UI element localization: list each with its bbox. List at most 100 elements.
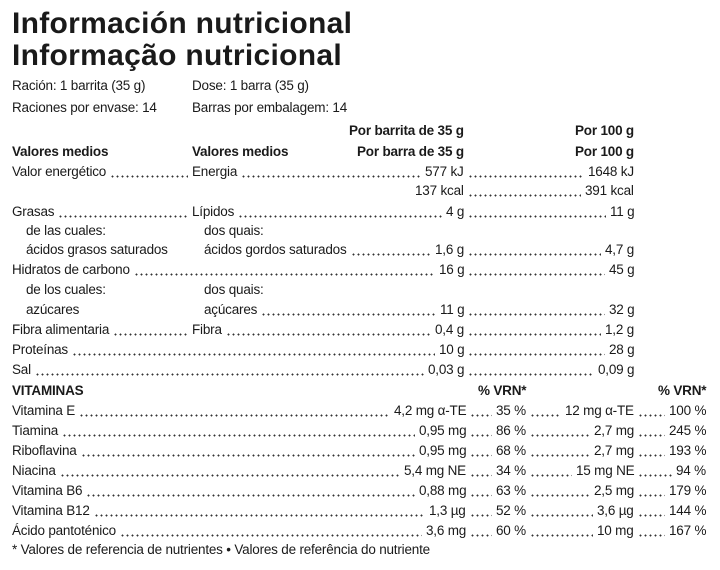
column-header: Valores medios (12, 144, 109, 159)
footnote: * Valores de referencia de nutrientes • … (12, 542, 430, 557)
vitamin-100g-pct: 179 % (669, 483, 707, 498)
value-100g: 1648 kJ (588, 164, 634, 179)
dot-leader (470, 514, 492, 517)
nutrient-pt: Energia (192, 164, 238, 179)
title: Información nutricional (12, 7, 353, 40)
dot-leader (530, 454, 590, 457)
vitamin-100g-pct: 167 % (669, 523, 707, 538)
dot-leader (530, 534, 593, 537)
dot-leader (58, 215, 188, 218)
vitamin-100g-pct: 94 % (676, 463, 706, 478)
value-100g: 391 kcal (585, 183, 634, 198)
value-portion: 1,6 g (435, 242, 465, 257)
dot-leader (638, 454, 665, 457)
nutrient-es: Valor energético (12, 164, 107, 179)
vitamin-portion: 0,95 mg (419, 443, 467, 458)
value-100g: 32 g (609, 302, 635, 317)
nutrient-es: Fibra alimentaria (12, 322, 110, 337)
nutrient-es: ácidos grasos saturados (26, 242, 168, 257)
nutrient-es: Sal (12, 362, 31, 377)
vitamin-portion: 0,88 mg (419, 483, 467, 498)
column-header: Por 100 g (575, 123, 634, 138)
value-portion: 0,4 g (435, 322, 465, 337)
title: Informação nutricional (12, 39, 342, 72)
nutrient-pt: Lípidos (192, 204, 235, 219)
column-header: Por barrita de 35 g (349, 123, 464, 138)
vitamin-portion: 5,4 mg NE (404, 463, 466, 478)
dot-leader (470, 534, 492, 537)
vitamin-100g: 2,5 mg (594, 483, 635, 498)
vitamin-portion: 1,3 µg (429, 503, 466, 518)
nutrient-es: Grasas (12, 204, 55, 219)
value-100g: 45 g (609, 262, 635, 277)
nutrient-pt: dos quais: (204, 282, 264, 297)
nutrient-pt: dos quais: (204, 223, 264, 238)
vitamin-name: Vitamina B6 (12, 483, 83, 498)
value-portion: 16 g (439, 262, 465, 277)
vitamin-100g-pct: 245 % (669, 423, 707, 438)
dot-leader (530, 514, 593, 517)
value-portion: 0,03 g (428, 362, 465, 377)
value-portion: 11 g (440, 302, 465, 317)
vitamin-name: Ácido pantoténico (12, 523, 116, 538)
serving: Barras por embalagem: 14 (192, 100, 348, 115)
serving: Ración: 1 barrita (35 g) (12, 78, 146, 93)
dot-leader (638, 434, 665, 437)
dot-leader (94, 514, 425, 517)
dot-leader (468, 175, 584, 178)
vitamin-portion-pct: 52 % (496, 503, 526, 518)
nutrient-pt: Fibra (192, 322, 222, 337)
dot-leader (60, 474, 400, 477)
dot-leader (113, 333, 188, 336)
vitamins-header: % VRN* (658, 383, 707, 398)
value-100g: 1,2 g (605, 322, 635, 337)
vitamin-portion-pct: 34 % (496, 463, 526, 478)
vitamin-100g: 12 mg α-TE (565, 403, 634, 418)
dot-leader (638, 534, 665, 537)
vitamin-100g: 3,6 µg (597, 503, 634, 518)
dot-leader (72, 353, 435, 356)
value-100g: 11 g (610, 204, 635, 219)
vitamins-header: % VRN* (478, 383, 527, 398)
value-100g: 0,09 g (598, 362, 635, 377)
dot-leader (468, 215, 606, 218)
vitamin-portion-pct: 63 % (496, 483, 526, 498)
column-header: Por barra de 35 g (357, 144, 464, 159)
dot-leader (86, 494, 415, 497)
dot-leader (81, 454, 415, 457)
serving: Raciones por envase: 14 (12, 100, 157, 115)
dot-leader (470, 474, 492, 477)
column-header: Por 100 g (575, 144, 634, 159)
dot-leader (470, 454, 492, 457)
vitamin-name: Vitamina B12 (12, 503, 90, 518)
vitamins-header: VITAMINAS (12, 383, 84, 398)
vitamin-100g-pct: 100 % (669, 403, 707, 418)
nutrient-pt: ácidos gordos saturados (204, 242, 347, 257)
nutrient-pt: açúcares (204, 302, 258, 317)
value-100g: 28 g (609, 342, 635, 357)
dot-leader (468, 373, 594, 376)
dot-leader (241, 175, 421, 178)
dot-leader (468, 253, 601, 256)
nutrient-es: Proteínas (12, 342, 68, 357)
dot-leader (238, 215, 442, 218)
vitamin-portion: 0,95 mg (419, 423, 467, 438)
vitamin-portion: 3,6 mg (426, 523, 467, 538)
vitamin-100g: 2,7 mg (594, 423, 635, 438)
dot-leader (120, 534, 422, 537)
dot-leader (226, 333, 431, 336)
column-header: Valores medios (192, 144, 289, 159)
dot-leader (638, 414, 665, 417)
vitamin-100g-pct: 144 % (669, 503, 707, 518)
vitamin-100g: 2,7 mg (594, 443, 635, 458)
dot-leader (468, 333, 601, 336)
dot-leader (638, 494, 665, 497)
vitamin-100g: 10 mg (597, 523, 634, 538)
dot-leader (134, 273, 435, 276)
vitamin-100g-pct: 193 % (669, 443, 707, 458)
vitamin-portion: 4,2 mg α-TE (394, 403, 467, 418)
nutrient-es: de los cuales: (26, 282, 106, 297)
dot-leader (79, 414, 390, 417)
vitamin-name: Riboflavina (12, 443, 77, 458)
